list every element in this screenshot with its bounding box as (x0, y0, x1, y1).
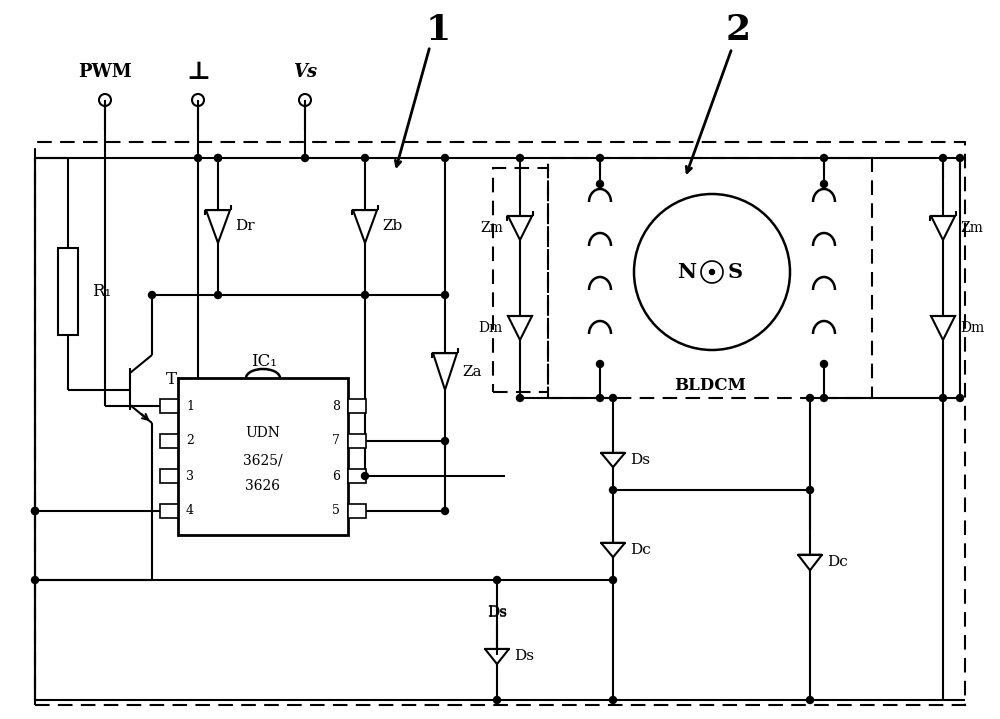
Circle shape (820, 155, 828, 162)
Circle shape (956, 155, 964, 162)
Bar (160, 434, 178, 448)
Text: 2: 2 (725, 13, 751, 47)
Bar (58, 248, 78, 335)
Circle shape (940, 395, 946, 401)
Circle shape (596, 180, 604, 188)
Text: Zm: Zm (480, 221, 503, 235)
Text: N: N (677, 262, 697, 282)
Circle shape (442, 437, 448, 444)
Text: 8: 8 (332, 400, 340, 413)
Circle shape (214, 155, 222, 162)
Circle shape (806, 487, 814, 493)
Circle shape (596, 360, 604, 367)
Text: 2: 2 (186, 434, 194, 447)
Text: T₁: T₁ (166, 372, 184, 388)
Text: Ds: Ds (514, 649, 534, 664)
Text: R₁: R₁ (92, 283, 111, 300)
Text: PWM: PWM (78, 63, 132, 81)
Circle shape (362, 291, 368, 298)
Bar (348, 434, 366, 448)
Text: 5: 5 (332, 505, 340, 518)
Bar (160, 469, 178, 483)
Circle shape (214, 155, 222, 162)
Bar (493, 168, 548, 392)
Circle shape (820, 360, 828, 367)
Bar (548, 158, 872, 398)
Circle shape (442, 508, 448, 515)
Text: BLDCM: BLDCM (674, 377, 746, 393)
Circle shape (710, 270, 714, 275)
Text: 6: 6 (332, 470, 340, 482)
Circle shape (494, 697, 501, 703)
Circle shape (32, 577, 38, 584)
Circle shape (494, 577, 501, 584)
Bar (160, 504, 178, 518)
Circle shape (806, 697, 814, 703)
Circle shape (362, 472, 368, 480)
Circle shape (610, 487, 616, 493)
Bar (35, 142, 965, 705)
Circle shape (362, 155, 368, 162)
Circle shape (32, 508, 38, 515)
Text: Zb: Zb (382, 219, 402, 234)
Circle shape (596, 395, 604, 401)
Text: 3626: 3626 (246, 479, 280, 493)
Circle shape (194, 155, 202, 162)
Circle shape (820, 180, 828, 188)
Text: 4: 4 (186, 505, 194, 518)
Bar (178, 378, 348, 535)
Text: Dm: Dm (960, 321, 984, 335)
Circle shape (148, 291, 156, 298)
Text: Ds: Ds (487, 605, 507, 619)
Text: 3: 3 (186, 470, 194, 482)
Text: Vs: Vs (293, 63, 317, 81)
Circle shape (956, 395, 964, 401)
Circle shape (940, 155, 946, 162)
Circle shape (610, 395, 616, 401)
Text: Dc: Dc (827, 556, 848, 569)
Text: ⊥: ⊥ (186, 60, 210, 84)
Text: Za: Za (462, 365, 482, 378)
Bar (160, 399, 178, 413)
Text: S: S (727, 262, 743, 282)
Bar (348, 399, 366, 413)
Circle shape (820, 395, 828, 401)
Text: 1: 1 (425, 13, 451, 47)
Circle shape (610, 697, 616, 703)
Text: 3625/: 3625/ (243, 454, 283, 468)
Circle shape (516, 395, 524, 401)
Text: Ds: Ds (630, 453, 650, 467)
Text: Dr: Dr (235, 219, 255, 234)
Text: IC₁: IC₁ (251, 354, 277, 370)
Circle shape (806, 395, 814, 401)
Bar (348, 504, 366, 518)
Circle shape (214, 291, 222, 298)
Circle shape (32, 508, 38, 515)
Circle shape (596, 155, 604, 162)
Bar (348, 469, 366, 483)
Text: Dc: Dc (630, 543, 651, 557)
Text: Ds: Ds (487, 606, 507, 620)
Circle shape (516, 155, 524, 162)
Text: 7: 7 (332, 434, 340, 447)
Circle shape (442, 291, 448, 298)
Circle shape (302, 155, 308, 162)
Text: 1: 1 (186, 400, 194, 413)
Text: Dm: Dm (479, 321, 503, 335)
Circle shape (442, 155, 448, 162)
Text: Zm: Zm (960, 221, 983, 235)
Circle shape (610, 577, 616, 584)
Text: UDN: UDN (246, 426, 280, 440)
